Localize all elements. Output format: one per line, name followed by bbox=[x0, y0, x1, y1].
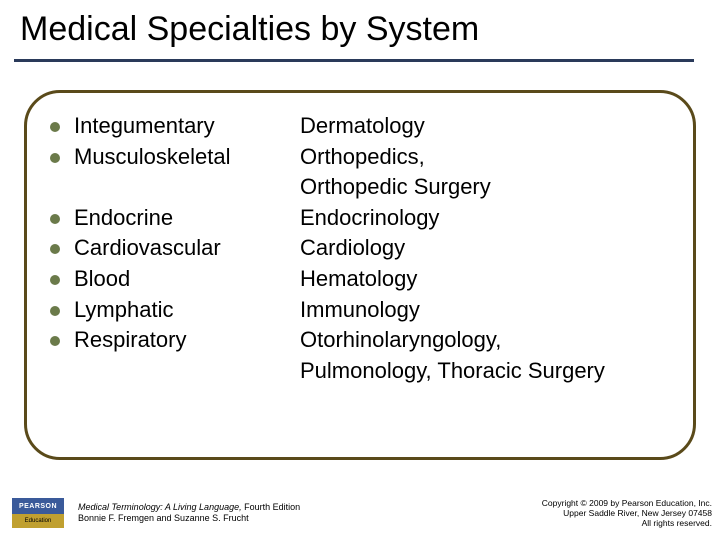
copyright-line: All rights reserved. bbox=[642, 518, 712, 528]
system-label: Integumentary bbox=[74, 112, 215, 141]
list-item: Lymphatic Immunology bbox=[50, 296, 690, 325]
specialty-label: Immunology bbox=[300, 296, 690, 325]
specialty-label: Cardiology bbox=[300, 234, 690, 263]
bullet-icon bbox=[50, 244, 60, 254]
system-label: Lymphatic bbox=[74, 296, 173, 325]
specialty-label: Endocrinology bbox=[300, 204, 690, 233]
title-underline bbox=[14, 59, 694, 62]
list-item: Pulmonology, Thoracic Surgery bbox=[50, 357, 690, 386]
content-columns: Integumentary Dermatology Musculoskeleta… bbox=[50, 112, 690, 387]
list-item: Musculoskeletal Orthopedics, bbox=[50, 143, 690, 172]
bullet-icon bbox=[50, 122, 60, 132]
specialty-label: Hematology bbox=[300, 265, 690, 294]
specialty-label: Otorhinolaryngology, bbox=[300, 326, 690, 355]
list-item: Respiratory Otorhinolaryngology, bbox=[50, 326, 690, 355]
list-item: Cardiovascular Cardiology bbox=[50, 234, 690, 263]
footer: PEARSON Education Medical Terminology: A… bbox=[0, 490, 720, 540]
bullet-icon bbox=[50, 153, 60, 163]
bullet-icon bbox=[50, 336, 60, 346]
page-title: Medical Specialties by System bbox=[20, 10, 700, 49]
bullet-icon bbox=[50, 214, 60, 224]
book-edition: Fourth Edition bbox=[242, 502, 301, 512]
list-item: Endocrine Endocrinology bbox=[50, 204, 690, 233]
title-area: Medical Specialties by System bbox=[0, 0, 720, 57]
copyright-line: Upper Saddle River, New Jersey 07458 bbox=[563, 508, 712, 518]
list-item: Blood Hematology bbox=[50, 265, 690, 294]
logo-brand: PEARSON bbox=[12, 498, 64, 514]
list-item: Integumentary Dermatology bbox=[50, 112, 690, 141]
specialty-label: Pulmonology, Thoracic Surgery bbox=[300, 357, 690, 386]
specialty-label: Dermatology bbox=[300, 112, 690, 141]
bullet-icon bbox=[50, 275, 60, 285]
system-label: Musculoskeletal bbox=[74, 143, 231, 172]
specialty-label: Orthopedic Surgery bbox=[300, 173, 690, 202]
footer-copyright: Copyright © 2009 by Pearson Education, I… bbox=[542, 498, 712, 529]
system-label: Blood bbox=[74, 265, 130, 294]
system-label: Endocrine bbox=[74, 204, 173, 233]
slide: Medical Specialties by System Integument… bbox=[0, 0, 720, 540]
system-label: Respiratory bbox=[74, 326, 186, 355]
book-title: Medical Terminology: A Living Language, bbox=[78, 502, 242, 512]
book-authors: Bonnie F. Fremgen and Suzanne S. Frucht bbox=[78, 513, 249, 523]
footer-citation: Medical Terminology: A Living Language, … bbox=[78, 502, 542, 524]
system-label: Cardiovascular bbox=[74, 234, 221, 263]
specialty-label: Orthopedics, bbox=[300, 143, 690, 172]
publisher-logo: PEARSON Education bbox=[8, 493, 68, 533]
list-item: Orthopedic Surgery bbox=[50, 173, 690, 202]
logo-subbrand: Education bbox=[12, 514, 64, 528]
bullet-icon bbox=[50, 306, 60, 316]
copyright-line: Copyright © 2009 by Pearson Education, I… bbox=[542, 498, 712, 508]
